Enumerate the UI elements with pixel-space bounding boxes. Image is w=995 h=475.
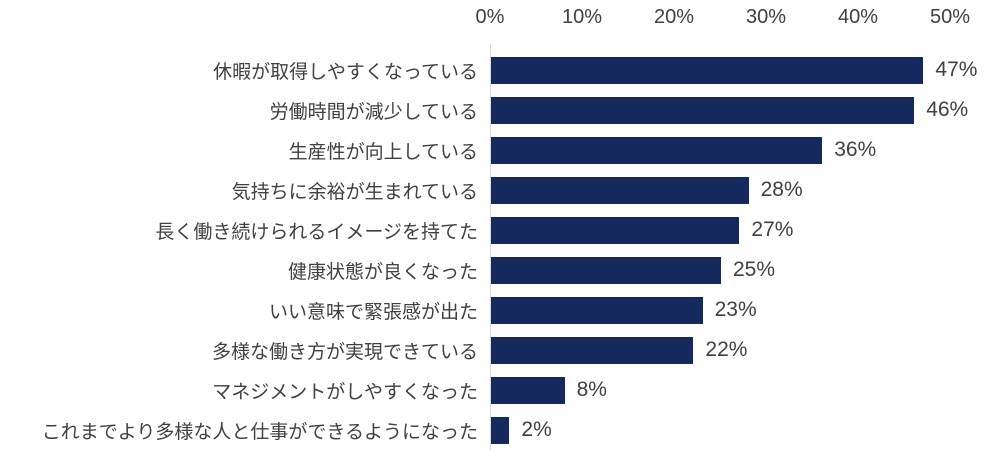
value-label: 47% xyxy=(935,58,978,81)
bar-row: 労働時間が減少している 46% xyxy=(0,90,995,130)
category-label: 長く働き続けられるイメージを持てた xyxy=(155,221,478,243)
x-axis-tick-label: 40% xyxy=(837,6,879,28)
category-label: 多様な働き方が実現できている xyxy=(211,341,478,363)
bar-row: 気持ちに余裕が生まれている 28% xyxy=(0,170,995,210)
category-label: 生産性が向上している xyxy=(288,141,478,163)
x-axis-ticks: 0% 10% 20% 30% 40% 50% xyxy=(0,6,995,32)
value-label: 22% xyxy=(705,338,748,361)
value-label: 25% xyxy=(733,258,776,281)
bar xyxy=(491,336,694,364)
bar-row: いい意味で緊張感が出た 23% xyxy=(0,290,995,330)
x-axis-tick-label: 20% xyxy=(653,6,695,28)
value-label: 23% xyxy=(714,298,757,321)
x-axis-tick-label: 30% xyxy=(745,6,787,28)
category-label: 健康状態が良くなった xyxy=(287,261,478,283)
value-label: 46% xyxy=(926,98,969,121)
bar-track: 36% xyxy=(491,130,995,170)
bar-row: 生産性が向上している 36% xyxy=(0,130,995,170)
bar-row: 健康状態が良くなった 25% xyxy=(0,250,995,290)
category-axis-line xyxy=(490,44,491,450)
bar-track: 23% xyxy=(491,290,995,330)
category-label: 休暇が取得しやすくなっている xyxy=(213,61,478,83)
bar xyxy=(491,296,703,324)
bar-row: これまでより多様な人と仕事ができるようになった 2% xyxy=(0,410,995,450)
category-label: 気持ちに余裕が生まれている xyxy=(231,181,478,203)
bar xyxy=(491,216,740,244)
category-label: これまでより多様な人と仕事ができるようになった xyxy=(41,421,478,443)
bar-track: 27% xyxy=(491,210,995,250)
value-label: 27% xyxy=(751,218,794,241)
bar-row: 長く働き続けられるイメージを持てた 27% xyxy=(0,210,995,250)
bar xyxy=(491,176,749,204)
value-label: 8% xyxy=(576,378,607,401)
bar-track: 46% xyxy=(491,90,995,130)
bar-track: 22% xyxy=(491,330,995,370)
category-label: 労働時間が減少している xyxy=(269,101,478,123)
bar-track: 47% xyxy=(491,50,995,90)
bar-track: 25% xyxy=(491,250,995,290)
category-label: マネジメントがしやすくなった xyxy=(212,381,478,403)
bar-row: 休暇が取得しやすくなっている 47% xyxy=(0,50,995,90)
bar-track: 2% xyxy=(491,410,995,450)
bar-track: 8% xyxy=(491,370,995,410)
bar-rows: 休暇が取得しやすくなっている 47% 労働時間が減少している 46% 生産性が向上してい… xyxy=(0,50,995,450)
bar xyxy=(491,56,924,84)
bar xyxy=(491,256,721,284)
bar xyxy=(491,376,565,404)
value-label: 36% xyxy=(834,138,877,161)
value-label: 28% xyxy=(760,178,803,201)
bar xyxy=(491,416,510,444)
bar-row: マネジメントがしやすくなった 8% xyxy=(0,370,995,410)
x-axis-tick-label: 50% xyxy=(929,6,971,28)
x-axis-tick-label: 0% xyxy=(475,6,505,28)
bar-row: 多様な働き方が実現できている 22% xyxy=(0,330,995,370)
x-axis-tick-label: 10% xyxy=(561,6,603,28)
bar xyxy=(491,96,915,124)
category-label: いい意味で緊張感が出た xyxy=(268,301,478,323)
value-label: 2% xyxy=(521,418,552,441)
bar xyxy=(491,136,823,164)
bar-track: 28% xyxy=(491,170,995,210)
